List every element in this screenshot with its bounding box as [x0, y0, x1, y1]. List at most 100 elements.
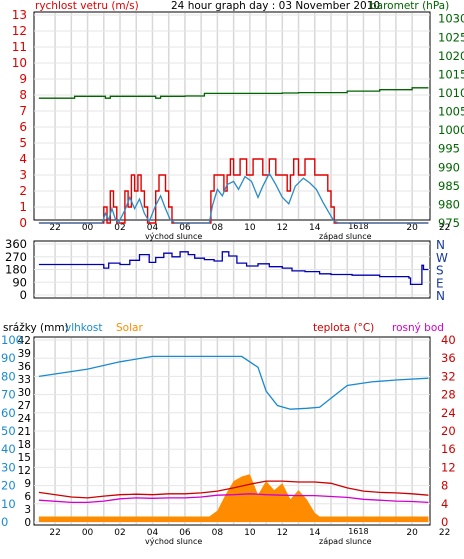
- humidity-tick: 60: [1, 406, 16, 420]
- barometer-tick: 1025: [438, 30, 464, 44]
- humidity-tick: 70: [1, 388, 16, 402]
- humidity-tick: 50: [1, 424, 16, 438]
- humidity-tick: 80: [1, 369, 16, 383]
- rain-tick: 0: [24, 517, 31, 529]
- rain-tick: 21: [18, 426, 31, 438]
- barometer-tick: 1005: [438, 105, 464, 119]
- temperature-tick: 4: [441, 497, 448, 511]
- time-tick-bottom: 06: [179, 528, 191, 538]
- rain-tick: 36: [18, 361, 32, 373]
- time-tick-bottom: 12: [277, 528, 288, 538]
- time-tick-bottom: 08: [212, 528, 224, 538]
- sunrise-label-bottom: východ slunce: [145, 537, 202, 546]
- sunset-label-bottom: západ slunce: [319, 537, 372, 546]
- compass-tick: N: [436, 289, 445, 303]
- temperature-tick: 32: [441, 369, 456, 383]
- rain-tick: 9: [24, 478, 31, 490]
- time-tick-top: 06: [179, 223, 191, 233]
- rain-tick: 42: [18, 335, 31, 347]
- humidity-tick: 10: [1, 497, 16, 511]
- temperature-tick: 24: [441, 406, 456, 420]
- time-tick-top-mid: 1618: [348, 222, 368, 231]
- humidity-line: [38, 355, 429, 410]
- compass-tick: S: [436, 264, 444, 278]
- rain-tick: 27: [18, 400, 31, 412]
- barometer-tick: 1015: [438, 67, 464, 81]
- rain-label: srážky (mm): [3, 322, 69, 334]
- wind-speed-tick: 4: [19, 152, 27, 166]
- humidity-tick: 100: [1, 333, 23, 347]
- wind-speed-tick: 6: [19, 120, 27, 134]
- time-tick-bottom: 02: [114, 528, 125, 538]
- temperature-tick: 40: [441, 333, 456, 347]
- wind-speed-tick: 12: [12, 24, 27, 38]
- rain-tick: 3: [24, 504, 31, 516]
- direction-tick: 270: [5, 250, 27, 264]
- time-tick-bottom: 04: [147, 528, 159, 538]
- wind-speed-tick: 8: [19, 88, 27, 102]
- temperature-label: teplota (°C): [313, 322, 374, 334]
- rain-tick: 39: [18, 348, 31, 360]
- dewpoint-line: [38, 493, 429, 504]
- humidity-tick: 40: [1, 442, 16, 456]
- wind-speed-tick: 5: [19, 136, 27, 150]
- rain-tick: 15: [18, 452, 31, 464]
- barometer-tick: 980: [438, 197, 460, 211]
- wind-gust-line: [38, 158, 429, 224]
- rain-tick: 24: [18, 413, 32, 425]
- time-tick-top: 12: [277, 223, 288, 233]
- sunset-label-top: západ slunce: [319, 232, 372, 241]
- time-tick-bottom: 22: [439, 528, 450, 538]
- wind-speed-label: rychlost vetru (m/s): [35, 0, 139, 12]
- chart-title: 24 hour graph day : 03 November 2010: [171, 0, 380, 12]
- time-tick-top: 04: [147, 223, 159, 233]
- barometer-tick: 1010: [438, 86, 464, 100]
- temperature-tick: 36: [441, 351, 456, 365]
- wind-speed-tick: 3: [19, 168, 27, 182]
- wind-speed-tick: 11: [12, 40, 27, 54]
- temperature-tick: 0: [441, 515, 448, 529]
- time-tick-top: 22: [439, 223, 450, 233]
- temperature-tick: 28: [441, 388, 456, 402]
- solar-label: Solar: [116, 322, 143, 334]
- temperature-tick: 8: [441, 479, 448, 493]
- rain-tick: 30: [18, 387, 31, 399]
- time-tick-bottom: 22: [49, 528, 60, 538]
- compass-tick: N: [436, 238, 445, 252]
- direction-tick: 0: [20, 288, 27, 302]
- dewpoint-label: rosný bod: [392, 322, 444, 334]
- wind-speed-tick: 10: [12, 56, 27, 70]
- temperature-line: [38, 480, 429, 499]
- wind-speed-tick: 1: [19, 200, 27, 214]
- barometer-tick: 985: [438, 179, 460, 193]
- barometer-tick: 1030: [438, 12, 464, 26]
- humidity-tick: 30: [1, 460, 16, 474]
- solar-area: [38, 474, 429, 522]
- time-tick-top: 20: [406, 223, 418, 233]
- time-tick-bottom: 00: [82, 528, 94, 538]
- barometer-tick: 995: [438, 142, 460, 156]
- time-tick-top: 10: [244, 223, 256, 233]
- temperature-tick: 16: [441, 442, 456, 456]
- direction-tick: 90: [12, 275, 27, 289]
- barometer-label: barometr (hPa): [370, 0, 449, 12]
- direction-tick: 360: [5, 237, 27, 251]
- compass-tick: W: [436, 251, 448, 265]
- compass-tick: E: [436, 276, 444, 290]
- temperature-tick: 12: [441, 460, 456, 474]
- direction-tick: 180: [5, 263, 27, 277]
- rain-tick: 18: [18, 439, 31, 451]
- time-tick-top: 00: [82, 223, 94, 233]
- sunrise-label-top: východ slunce: [145, 232, 202, 241]
- humidity-tick: 0: [1, 515, 8, 529]
- rain-tick: 33: [18, 374, 31, 386]
- barometer-tick: 1020: [438, 49, 464, 63]
- wind-direction-line: [38, 251, 429, 286]
- barometer-tick: 990: [438, 160, 460, 174]
- rain-tick: 6: [24, 491, 31, 503]
- rain-tick: 12: [18, 465, 31, 477]
- time-tick-bottom: 10: [244, 528, 256, 538]
- humidity-label: vlhkost: [65, 322, 103, 334]
- wind-speed-tick: 9: [19, 72, 27, 86]
